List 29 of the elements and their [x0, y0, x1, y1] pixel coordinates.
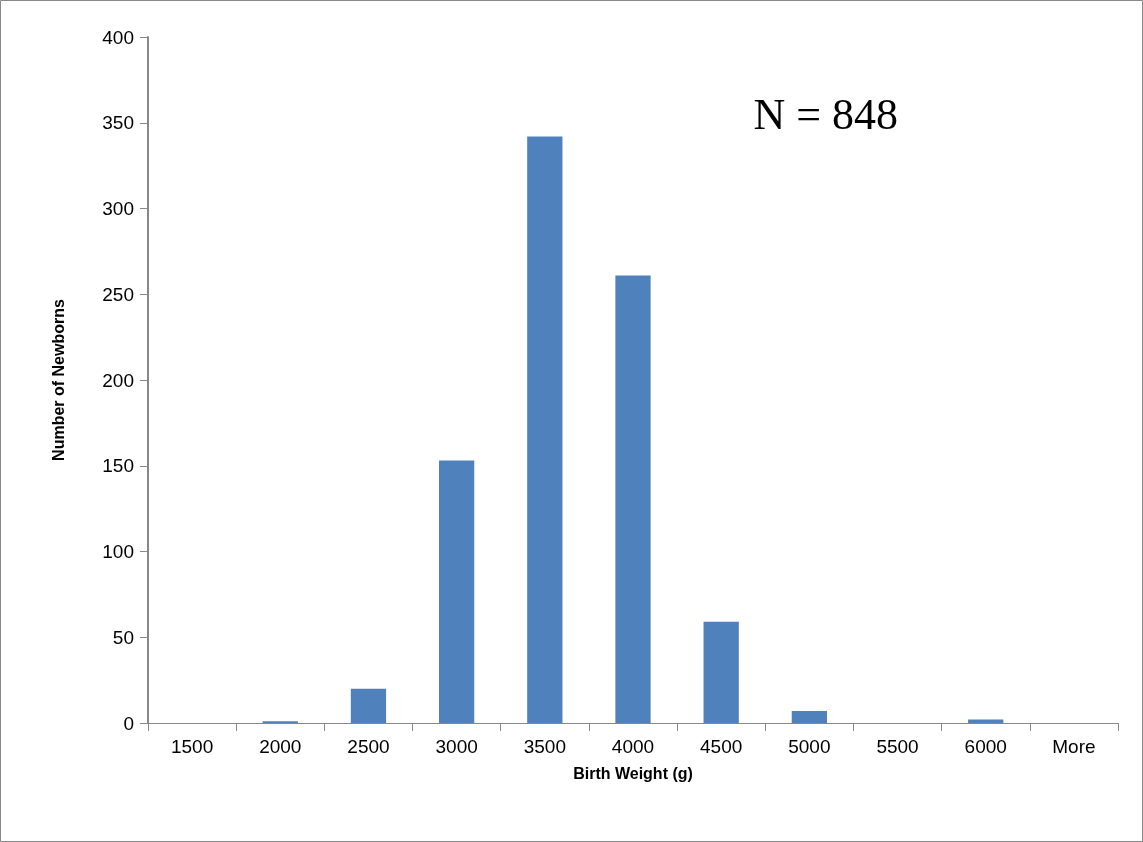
x-tick-label: 3500 — [523, 736, 566, 757]
y-tick-label: 300 — [102, 198, 134, 219]
y-tick-label: 250 — [102, 283, 134, 305]
bar — [439, 460, 475, 723]
x-tick-label: 2500 — [347, 736, 390, 757]
x-axis-title: Birth Weight (g) — [573, 764, 693, 782]
x-tick-label: 5500 — [876, 736, 919, 757]
y-axis-title: Number of Newborns — [49, 299, 67, 461]
bar — [703, 621, 739, 723]
x-tick-label: More — [1052, 736, 1096, 757]
annotation: N = 848 — [753, 89, 898, 139]
bar — [791, 711, 827, 723]
x-tick-label: 6000 — [964, 736, 1007, 757]
y-tick-label: 50 — [112, 626, 134, 648]
x-tick-label: 4000 — [611, 736, 655, 757]
y-tick-label: 0 — [123, 712, 134, 734]
y-tick-label: 150 — [102, 455, 134, 477]
x-tick-label: 1500 — [170, 736, 214, 757]
bar — [527, 136, 563, 723]
bar — [615, 275, 651, 723]
x-tick-label: 5000 — [788, 736, 831, 757]
y-tick-label: 100 — [102, 541, 134, 562]
x-tick-label: 2000 — [259, 736, 302, 757]
y-tick-label: 350 — [102, 112, 134, 134]
bar — [350, 688, 387, 723]
y-tick-label: 400 — [102, 26, 134, 48]
x-tick-label: 3000 — [435, 736, 478, 757]
x-tick-label: 4500 — [700, 736, 743, 757]
y-tick-label: 200 — [102, 369, 134, 391]
